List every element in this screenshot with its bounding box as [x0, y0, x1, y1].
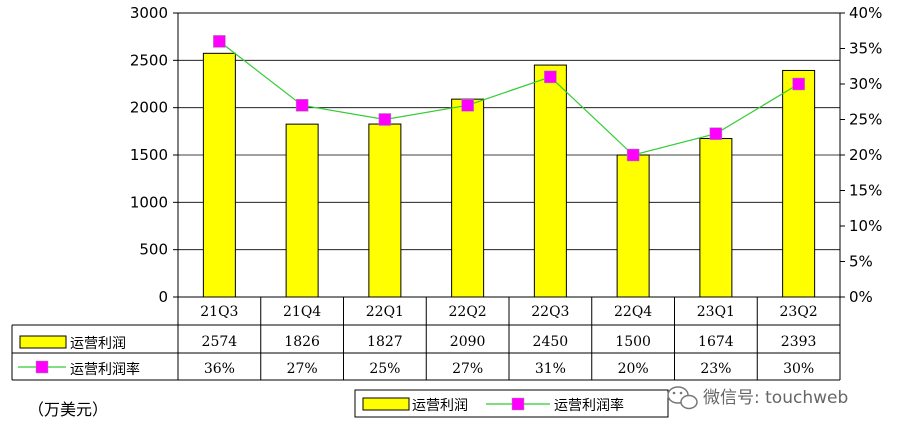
table-rate-value: 27% — [287, 361, 318, 377]
table-rate-value: 30% — [783, 361, 814, 377]
bar-23Q2 — [782, 69, 816, 298]
category-label: 23Q2 — [780, 304, 818, 320]
table-rate-value: 20% — [618, 361, 649, 377]
table-rate-value: 23% — [700, 361, 731, 377]
category-label: 22Q3 — [531, 304, 569, 320]
data-table: 21Q3 21Q4 22Q1 22Q2 22Q3 22Q4 23Q1 23Q2 运营利润 2574… — [11, 296, 841, 381]
right-tick-label: 20% — [849, 146, 882, 164]
category-label: 22Q4 — [614, 304, 652, 320]
marker-22Q1 — [378, 113, 392, 126]
marker-22Q2 — [461, 99, 474, 112]
marker-21Q3 — [213, 35, 226, 48]
table-bar-value: 1826 — [284, 334, 320, 350]
y-axis-left: 0 500 1000 1500 2000 2500 3000 — [130, 4, 178, 306]
marker-23Q1 — [709, 127, 723, 140]
right-tick-label: 30% — [849, 75, 882, 93]
table-series-name: 运营利润率 — [70, 361, 140, 378]
left-tick-label: 0 — [158, 288, 168, 306]
table-rate-value: 31% — [535, 361, 566, 377]
legend-bar-swatch — [362, 397, 410, 411]
table-rate-value: 27% — [452, 361, 483, 377]
watermark-text: 微信号: touchweb — [703, 388, 848, 408]
table-bar-value: 2450 — [533, 334, 569, 350]
margin-polyline — [219, 40, 799, 156]
margin-line — [213, 35, 805, 162]
marker-22Q3 — [544, 70, 557, 84]
bar-21Q3 — [202, 52, 236, 298]
right-tick-label: 15% — [849, 182, 882, 200]
category-label: 21Q4 — [283, 304, 321, 320]
table-series-name: 运营利润 — [70, 336, 126, 352]
category-label: 21Q3 — [200, 304, 238, 320]
right-tick-label: 0% — [849, 288, 873, 306]
table-line-marker — [35, 360, 49, 374]
table-bar-value: 1827 — [367, 334, 403, 350]
left-tick-label: 500 — [139, 241, 168, 259]
marker-23Q2 — [792, 77, 805, 91]
table-rate-value: 25% — [369, 361, 400, 377]
table-bar-value: 1500 — [615, 334, 651, 350]
bar-21Q4 — [285, 123, 319, 298]
watermark: 微信号: touchweb — [667, 386, 848, 410]
table-bar-value: 1674 — [698, 334, 734, 350]
legend-line-label: 运营利润率 — [554, 397, 624, 414]
category-label: 22Q1 — [366, 304, 404, 320]
table-bar-swatch — [19, 335, 67, 349]
left-tick-label: 3000 — [130, 4, 168, 22]
category-label: 22Q2 — [449, 304, 487, 320]
right-tick-label: 10% — [849, 217, 882, 235]
left-tick-label: 1000 — [130, 193, 168, 211]
y-axis-right: 0% 5% 10% 15% 20% 25% 30% 35% 40% — [840, 4, 882, 306]
unit-note: （万美元） — [28, 400, 108, 419]
left-tick-label: 1500 — [130, 146, 168, 164]
table-bar-value: 2090 — [450, 334, 486, 350]
right-tick-label: 5% — [849, 253, 873, 271]
table-bar-value: 2574 — [202, 334, 238, 350]
marker-21Q4 — [295, 99, 309, 112]
bar-22Q4 — [616, 154, 650, 298]
bar-22Q1 — [368, 123, 402, 298]
legend-line-marker — [511, 397, 525, 411]
table-rate-value: 36% — [204, 361, 235, 377]
grid — [178, 12, 840, 298]
right-tick-label: 40% — [849, 4, 882, 22]
table-bar-value: 2393 — [781, 334, 817, 350]
left-tick-label: 2000 — [130, 99, 168, 117]
bar-23Q1 — [699, 138, 733, 298]
wechat-icon — [667, 386, 698, 410]
legend-bar-label: 运营利润 — [412, 398, 468, 414]
bar-22Q3 — [533, 64, 567, 298]
bar-22Q2 — [451, 98, 485, 298]
legend: 运营利润 运营利润率 — [354, 389, 669, 418]
right-tick-label: 35% — [849, 40, 882, 58]
bars — [202, 52, 816, 298]
category-label: 23Q1 — [697, 304, 735, 320]
marker-22Q4 — [626, 148, 640, 162]
left-tick-label: 2500 — [130, 51, 168, 69]
right-tick-label: 25% — [849, 111, 882, 129]
